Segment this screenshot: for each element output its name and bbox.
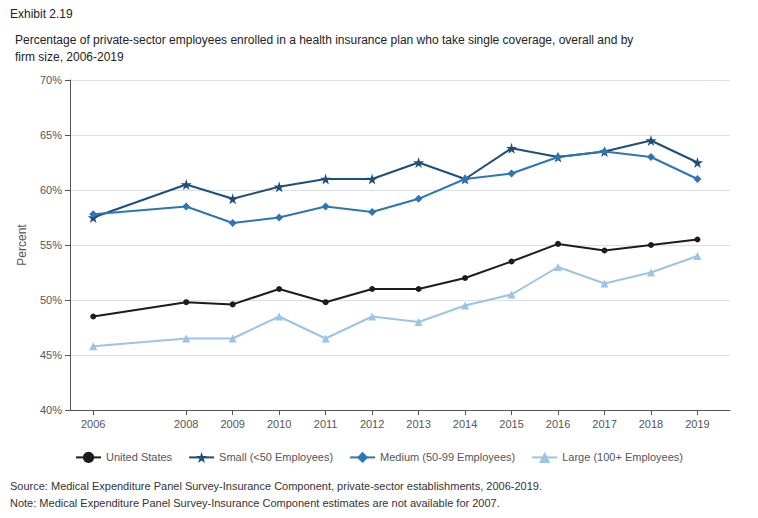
svg-text:45%: 45% [40, 349, 62, 361]
svg-text:firm size, 2006-2019: firm size, 2006-2019 [15, 50, 124, 64]
svg-text:Small (<50 Employees): Small (<50 Employees) [219, 451, 333, 463]
svg-text:Medium (50-99 Employees): Medium (50-99 Employees) [380, 451, 515, 463]
svg-text:70%: 70% [40, 74, 62, 86]
svg-text:60%: 60% [40, 184, 62, 196]
svg-text:55%: 55% [40, 239, 62, 251]
svg-text:2006: 2006 [81, 418, 105, 430]
svg-text:United States: United States [106, 451, 173, 463]
svg-text:2019: 2019 [685, 418, 709, 430]
svg-text:2015: 2015 [499, 418, 523, 430]
svg-text:2014: 2014 [453, 418, 477, 430]
svg-text:2009: 2009 [220, 418, 244, 430]
svg-text:2010: 2010 [267, 418, 291, 430]
svg-text:Percentage of private-sector e: Percentage of private-sector employees e… [15, 33, 633, 47]
svg-text:2012: 2012 [360, 418, 384, 430]
svg-text:2011: 2011 [314, 418, 338, 430]
svg-text:Exhibit 2.19: Exhibit 2.19 [10, 7, 73, 21]
svg-text:Percent: Percent [15, 224, 29, 266]
svg-text:2018: 2018 [639, 418, 663, 430]
svg-text:Large (100+ Employees): Large (100+ Employees) [562, 451, 683, 463]
svg-text:65%: 65% [40, 129, 62, 141]
svg-text:2008: 2008 [174, 418, 198, 430]
svg-text:2017: 2017 [592, 418, 616, 430]
svg-text:2013: 2013 [406, 418, 430, 430]
svg-text:40%: 40% [40, 404, 62, 416]
svg-text:Source: Medical Expenditure Pa: Source: Medical Expenditure Panel Survey… [10, 480, 542, 492]
svg-text:Note: Medical Expenditure Pane: Note: Medical Expenditure Panel Survey-I… [10, 497, 500, 509]
svg-text:2016: 2016 [546, 418, 570, 430]
svg-text:50%: 50% [40, 294, 62, 306]
